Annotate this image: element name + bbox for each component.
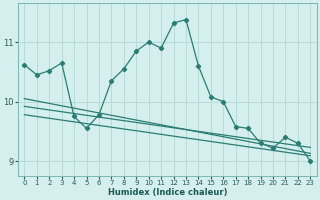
X-axis label: Humidex (Indice chaleur): Humidex (Indice chaleur) (108, 188, 227, 197)
